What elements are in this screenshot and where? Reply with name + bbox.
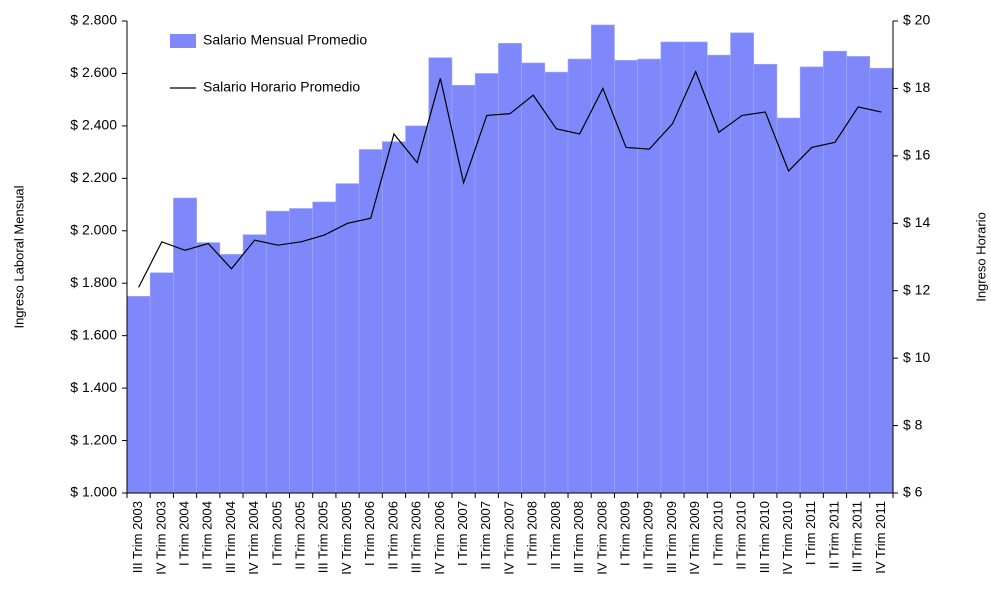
bar — [405, 125, 430, 494]
y-tick-label: $ 1.000 — [70, 484, 117, 500]
bar — [312, 201, 337, 494]
x-tick-label: IV Trim 2008 — [594, 501, 609, 575]
x-tick-label: II Trim 2007 — [478, 501, 493, 570]
bar — [590, 24, 615, 494]
x-tick-label: II Trim 2004 — [200, 501, 215, 570]
x-tick-label: III Trim 2009 — [664, 501, 679, 573]
y-tick-label: $ 2.800 — [70, 12, 117, 28]
bar — [196, 242, 221, 494]
bar — [846, 56, 871, 494]
y-tick-label: $ 2.000 — [70, 221, 117, 237]
bar — [498, 42, 522, 494]
x-tick-label: II Trim 2006 — [385, 501, 400, 570]
x-tick-label: IV Trim 2005 — [339, 501, 354, 575]
x-tick-label: I Trim 2011 — [803, 501, 818, 565]
x-tick-label: IV Trim 2011 — [873, 501, 888, 574]
y2-tick-label: $ 8 — [903, 416, 923, 432]
x-tick-label: III Trim 2003 — [130, 501, 145, 573]
bar — [776, 117, 801, 494]
bar — [730, 32, 755, 494]
x-tick-label: IV Trim 2010 — [780, 501, 795, 575]
legend-swatch — [170, 34, 196, 48]
x-tick-label: I Trim 2009 — [617, 501, 632, 566]
bar — [799, 66, 824, 494]
y2-tick-label: $ 20 — [903, 12, 930, 28]
y2-tick-label: $ 14 — [903, 214, 930, 230]
bar — [823, 50, 847, 494]
x-tick-label: III Trim 2004 — [223, 501, 238, 573]
y-tick-label: $ 1.800 — [70, 274, 117, 290]
y-tick-label: $ 1.200 — [70, 431, 117, 447]
x-tick-label: I Trim 2006 — [362, 501, 377, 566]
x-tick-label: III Trim 2005 — [316, 501, 331, 573]
bar — [521, 62, 546, 494]
bar — [289, 208, 313, 494]
x-tick-label: III Trim 2008 — [571, 501, 586, 573]
y-tick-label: $ 2.400 — [70, 117, 117, 133]
bar — [474, 73, 499, 494]
bar — [265, 210, 290, 494]
bar — [173, 197, 197, 494]
bar — [869, 67, 894, 494]
x-tick-label: I Trim 2010 — [710, 501, 725, 566]
legend-label: Salario Horario Promedio — [203, 79, 360, 95]
x-tick-label: II Trim 2009 — [641, 501, 656, 570]
y2-tick-label: $ 12 — [903, 281, 930, 297]
x-tick-label: IV Trim 2007 — [501, 501, 516, 575]
y-tick-label: $ 2.200 — [70, 169, 117, 185]
x-tick-label: III Trim 2006 — [409, 501, 424, 573]
y2-axis-label: Ingreso Horario — [973, 212, 988, 302]
x-tick-label: I Trim 2007 — [455, 501, 470, 566]
y-tick-label: $ 2.600 — [70, 64, 117, 80]
x-tick-label: II Trim 2010 — [734, 501, 749, 570]
bar — [428, 57, 453, 494]
x-tick-label: II Trim 2005 — [293, 501, 308, 570]
y2-tick-label: $ 10 — [903, 349, 930, 365]
bar — [707, 54, 731, 494]
bar — [126, 296, 151, 494]
bar — [567, 58, 592, 494]
x-tick-label: I Trim 2008 — [525, 501, 540, 566]
bar — [335, 183, 360, 494]
bar — [683, 41, 708, 494]
x-tick-label: I Trim 2004 — [176, 501, 191, 566]
bar — [149, 272, 174, 494]
bar — [637, 58, 662, 494]
bar — [219, 254, 244, 494]
line-series — [138, 69, 882, 288]
bar — [242, 234, 267, 494]
x-tick-label: IV Trim 2009 — [687, 501, 702, 575]
bar — [544, 71, 569, 494]
bar — [382, 141, 406, 494]
x-tick-label: II Trim 2008 — [548, 501, 563, 570]
bar — [660, 41, 685, 494]
x-tick-label: IV Trim 2004 — [246, 501, 261, 575]
x-tick-label: I Trim 2005 — [269, 501, 284, 566]
y-tick-label: $ 1.400 — [70, 379, 117, 395]
y2-tick-label: $ 16 — [903, 147, 930, 163]
bar — [358, 149, 383, 494]
y2-tick-label: $ 6 — [903, 484, 923, 500]
bar — [753, 63, 778, 494]
legend-label: Salario Mensual Promedio — [203, 32, 367, 48]
x-tick-label: IV Trim 2003 — [153, 501, 168, 575]
x-tick-label: III Trim 2010 — [757, 501, 772, 573]
y-axis-label: Ingreso Laboral Mensual — [11, 185, 26, 328]
y-tick-label: $ 1.600 — [70, 326, 117, 342]
x-tick-label: IV Trim 2006 — [432, 501, 447, 575]
x-tick-label: III Trim 2011 — [850, 501, 865, 572]
x-tick-label: II Trim 2011 — [826, 501, 841, 569]
y2-tick-label: $ 18 — [903, 79, 930, 95]
